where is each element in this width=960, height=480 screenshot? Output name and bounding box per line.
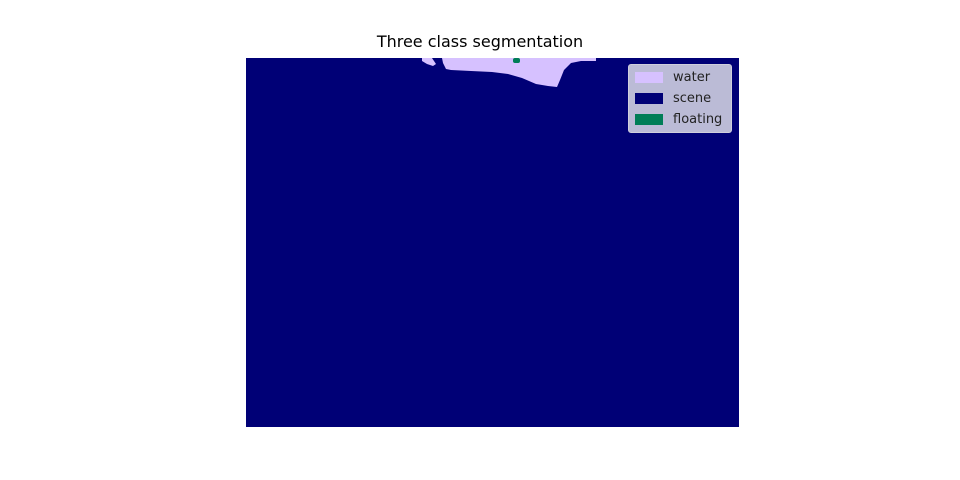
legend-swatch-floating (635, 113, 663, 125)
water-region (422, 58, 596, 87)
legend-swatch-scene (635, 92, 663, 104)
legend-item-water: water (635, 69, 710, 85)
legend-swatch-water (635, 71, 663, 83)
legend-label-water: water (673, 69, 711, 85)
figure-title: Three class segmentation (376, 32, 584, 51)
legend-item-floating: floating (635, 111, 722, 127)
legend-item-scene: scene (635, 90, 711, 106)
legend-label-floating: floating (673, 111, 723, 127)
floating-region (513, 58, 520, 63)
legend-label-scene: scene (673, 90, 712, 106)
legend: water scene floating (628, 64, 732, 133)
